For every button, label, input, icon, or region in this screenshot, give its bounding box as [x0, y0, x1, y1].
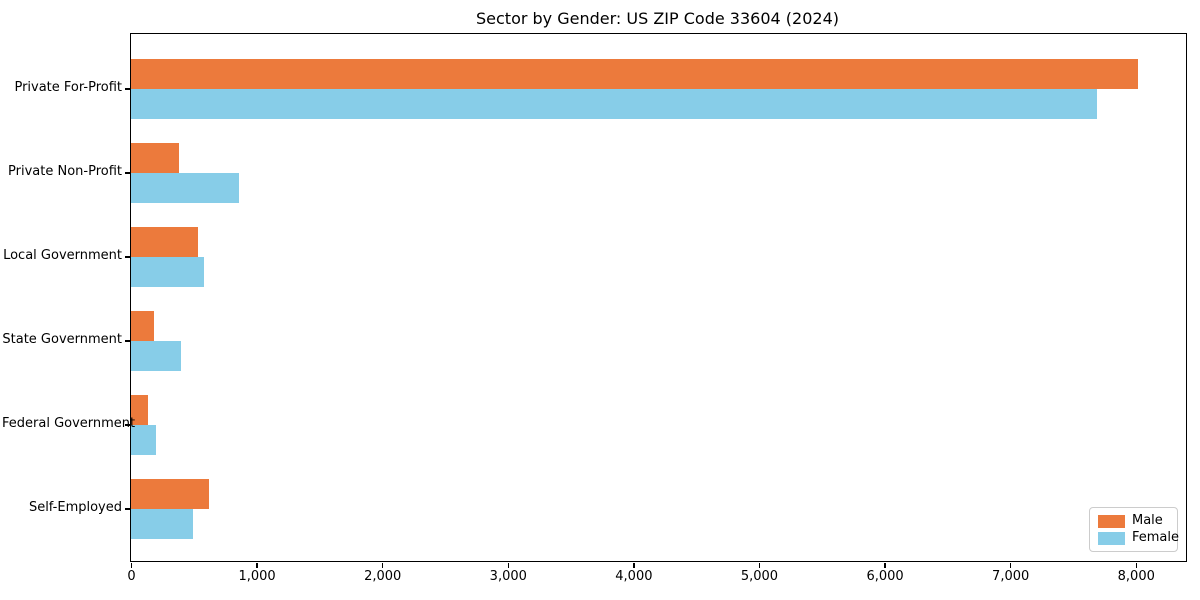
legend: Male Female	[1089, 507, 1179, 552]
bar-female-local-government	[131, 257, 204, 287]
x-tick-label: 2,000	[364, 569, 402, 584]
bar-male-self-employed	[131, 479, 209, 509]
bar-female-private-non-profit	[131, 173, 239, 203]
chart-title: Sector by Gender: US ZIP Code 33604 (202…	[476, 9, 839, 28]
x-tick-mark	[256, 563, 258, 568]
female-swatch-icon	[1098, 531, 1125, 545]
x-tick-label: 6,000	[866, 569, 904, 584]
male-swatch-icon	[1098, 514, 1125, 528]
x-tick-label: 5,000	[740, 569, 779, 584]
y-tick-label: Federal Government	[2, 416, 136, 431]
legend-item-male: Male	[1098, 514, 1169, 528]
bar-female-state-government	[131, 341, 182, 371]
y-tick-mark	[125, 340, 130, 342]
y-tick-label: Private For-Profit	[14, 80, 122, 95]
plot-area	[130, 33, 1187, 562]
x-tick-mark	[758, 563, 761, 568]
bar-female-private-for-profit	[131, 89, 1097, 119]
bar-male-private-non-profit	[131, 143, 180, 173]
legend-label-female: Female	[1132, 530, 1180, 545]
x-tick-mark	[884, 563, 886, 568]
x-tick-mark	[1135, 563, 1137, 568]
x-tick-mark	[507, 563, 510, 568]
x-tick-mark	[130, 563, 133, 568]
bar-male-federal-government	[131, 395, 148, 425]
y-tick-mark	[125, 424, 130, 426]
y-tick-label: Self-Employed	[28, 500, 122, 515]
x-tick-mark	[1009, 563, 1012, 568]
legend-item-female: Female	[1098, 531, 1179, 545]
bar-female-federal-government	[131, 425, 156, 455]
x-tick-label: 4,000	[615, 569, 653, 584]
x-tick-label: 7,000	[992, 569, 1030, 584]
x-tick-mark	[381, 563, 384, 568]
bar-male-local-government	[131, 227, 198, 257]
bar-male-state-government	[131, 311, 155, 341]
x-tick-label: 8,000	[1117, 569, 1155, 584]
bar-male-private-for-profit	[131, 59, 1139, 89]
y-tick-mark	[125, 88, 130, 90]
x-tick-label: 0	[127, 569, 136, 584]
y-tick-label: Private Non-Profit	[8, 164, 122, 179]
y-tick-label: State Government	[2, 332, 122, 347]
bar-female-self-employed	[131, 509, 194, 539]
x-tick-mark	[633, 563, 635, 568]
y-tick-mark	[125, 508, 130, 510]
x-tick-label: 1,000	[238, 569, 276, 584]
y-tick-label: Local Government	[3, 248, 122, 263]
y-tick-mark	[125, 256, 130, 258]
legend-label-male: Male	[1132, 513, 1163, 528]
x-tick-label: 3,000	[489, 569, 527, 584]
y-tick-mark	[125, 172, 130, 174]
